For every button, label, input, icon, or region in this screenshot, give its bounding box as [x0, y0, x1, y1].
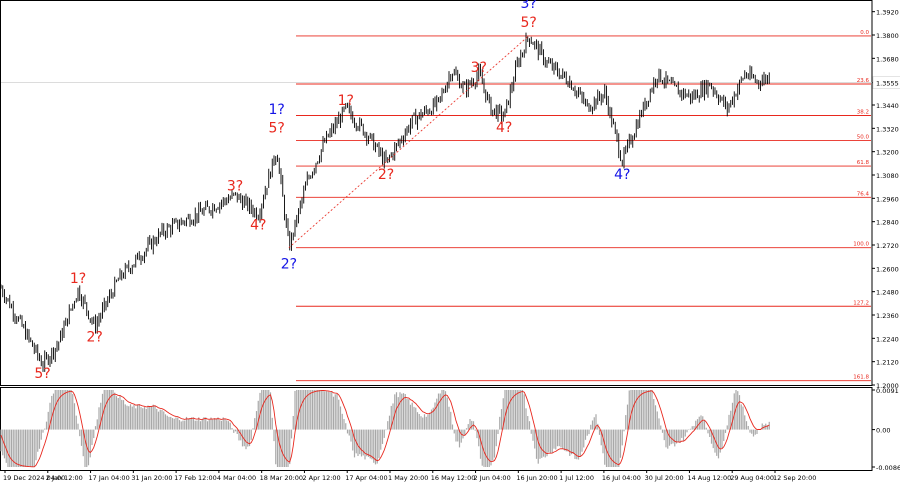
wave-label: 4?: [250, 217, 266, 233]
x-tick-label: 16 May 12:00: [431, 474, 476, 482]
y-tick-label: 1.2120: [876, 359, 899, 367]
osc-tick-label: 0.0091: [876, 387, 899, 395]
y-tick-label: 1.3680: [876, 55, 899, 63]
wave-label: 3?: [520, 0, 536, 12]
x-tick-label: 2 Jun 04:00: [474, 474, 511, 482]
fib-level-label: 50.0: [857, 135, 870, 141]
y-tick-label: 1.3200: [876, 149, 899, 157]
x-tick-label: 30 Jul 20:00: [645, 474, 684, 482]
y-tick-label: 1.2720: [876, 242, 899, 250]
y-tick-label: 1.2600: [876, 265, 899, 273]
wave-label: 4?: [496, 120, 512, 136]
y-tick-label: 1.3440: [876, 102, 899, 110]
wave-label: 2?: [378, 167, 394, 183]
osc-tick-label: -0.0086: [876, 464, 900, 472]
wave-label: 2?: [281, 256, 297, 272]
x-tick-label: 16 Jun 20:00: [516, 474, 557, 482]
fib-level-label: 23.6: [857, 78, 870, 84]
x-tick-label: 16 Jul 04:00: [602, 474, 641, 482]
y-tick-label: 1.2480: [876, 289, 899, 297]
main-price-panel: 1.3920 1.3800 1.3680 1.3555 1.3440 1.3320 1.32…: [1, 0, 900, 390]
fib-level-label: 61.8: [857, 160, 870, 166]
wave-label: 4?: [614, 167, 630, 183]
y-tick-label: 1.2240: [876, 335, 899, 343]
x-tick-label: 18 Mar 20:00: [260, 474, 303, 482]
main-panel-frame: [1, 1, 873, 386]
y-tick-label: 1.2960: [876, 195, 899, 203]
x-tick-label: 1 May 20:00: [388, 474, 428, 482]
wave-label: 2?: [86, 329, 102, 345]
x-tick-label: 14 Aug 12:00: [687, 474, 731, 482]
fib-level-label: 0.0: [860, 30, 869, 36]
x-tick-label: 29 Aug 04:00: [730, 474, 774, 482]
y-tick-label: 1.3080: [876, 172, 899, 180]
y-tick-label: 1.2840: [876, 219, 899, 227]
oscillator-panel: 0.0091 0.00 -0.0086: [1, 387, 900, 472]
osc-histogram: [1, 390, 769, 467]
x-tick-label: 12 Sep 20:00: [773, 474, 816, 482]
x-tick-label: 2 Jan 12:00: [46, 474, 83, 482]
wave-label: 5?: [268, 121, 284, 137]
fib-level-label: 127.2: [853, 300, 869, 306]
wave-label: 3?: [227, 179, 243, 195]
x-tick-label: 2 Apr 12:00: [302, 474, 340, 482]
x-tick-label: 31 Jan 20:00: [131, 474, 172, 482]
x-tick-label: 1 Jul 12:00: [559, 474, 594, 482]
x-tick-label: 4 Mar 04:00: [217, 474, 256, 482]
current-price-label: 1.3555: [876, 80, 899, 88]
y-tick-label: 1.2360: [876, 312, 899, 320]
wave-label: 5?: [520, 15, 536, 31]
wave-label: 1?: [268, 102, 284, 118]
x-tick-label: 17 Jan 04:00: [89, 474, 130, 482]
x-tick-label: 17 Feb 12:00: [174, 474, 217, 482]
y-tick-label: 1.3320: [876, 125, 899, 133]
fib-level-label: 161.8: [853, 375, 869, 381]
wave-label: 1?: [338, 93, 354, 109]
y-tick-label: 1.3920: [876, 9, 899, 17]
fib-level-label: 38.2: [857, 110, 869, 116]
wave-label: 1?: [70, 271, 86, 287]
wave-label: 3?: [471, 60, 487, 76]
osc-tick-label: 0.00: [876, 427, 890, 435]
y-tick-label: 1.3800: [876, 32, 899, 40]
fib-level-label: 76.4: [857, 191, 870, 197]
fib-level-label: 100.0: [853, 242, 869, 248]
wave-label: 5?: [34, 366, 50, 382]
x-tick-label: 17 Apr 04:00: [345, 474, 387, 482]
